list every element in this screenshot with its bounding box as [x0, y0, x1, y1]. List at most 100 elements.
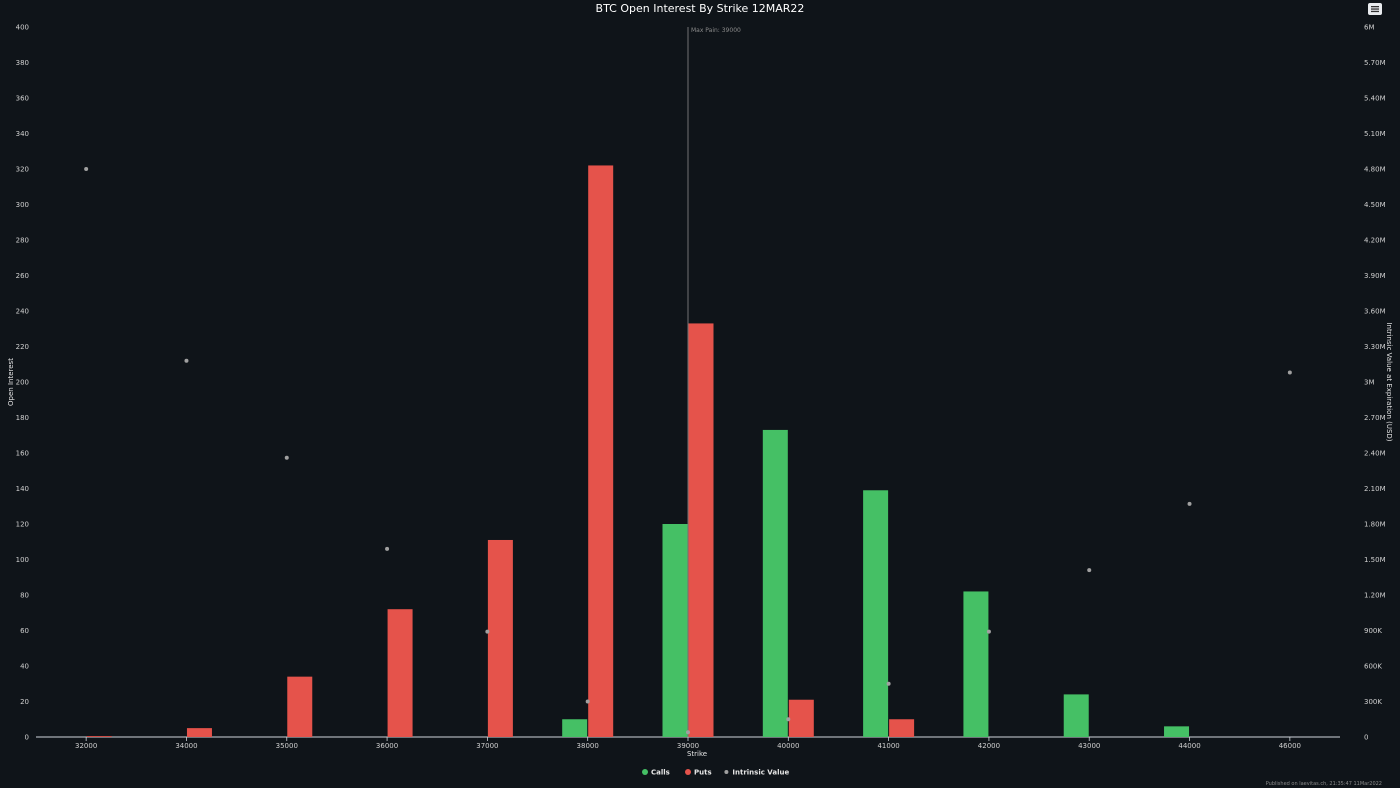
calls-bar[interactable]	[662, 524, 688, 737]
chart-title: BTC Open Interest By Strike 12MAR22	[596, 2, 805, 15]
y2-tick-label: 5.40M	[1364, 95, 1386, 103]
y2-tick-label: 2.70M	[1364, 414, 1386, 422]
y2-tick-label: 2.40M	[1364, 450, 1386, 458]
intrinsic-value-point[interactable]	[184, 358, 189, 363]
hamburger-menu-icon[interactable]	[1371, 6, 1379, 13]
y-tick-label: 20	[20, 698, 29, 706]
intrinsic-value-point[interactable]	[84, 167, 89, 171]
bars-group	[86, 165, 1190, 737]
legend-label[interactable]: Intrinsic Value	[732, 769, 789, 777]
max-pain-label: Max Pain: 39000	[691, 27, 741, 34]
calls-bar[interactable]	[562, 719, 588, 737]
intrinsic-value-point[interactable]	[385, 546, 390, 551]
intrinsic-value-point[interactable]	[786, 717, 791, 722]
legend: Calls Puts Intrinsic Value	[642, 769, 789, 777]
calls-bar[interactable]	[762, 429, 788, 737]
y-tick-label: 320	[16, 166, 29, 174]
legend-marker[interactable]	[685, 769, 691, 775]
x-tick-label: 44000	[1178, 742, 1200, 750]
y2-tick-label: 900K	[1364, 627, 1382, 635]
x-tick-label: 42000	[978, 742, 1000, 750]
x-axis-title: Strike	[687, 750, 707, 758]
y2-tick-label: 600K	[1364, 663, 1382, 671]
calls-bar[interactable]	[1164, 726, 1190, 737]
y-tick-label: 200	[16, 379, 29, 387]
y2-tick-label: 3M	[1364, 379, 1375, 387]
x-tick-label: 39000	[677, 742, 699, 750]
y2-tick-label: 0	[1364, 734, 1368, 742]
x-tick-label: 38000	[577, 742, 599, 750]
publish-credit: Published on laevitas.ch, 21:35:47 11Mar…	[1266, 781, 1382, 787]
puts-bar[interactable]	[186, 728, 212, 737]
intrinsic-value-point[interactable]	[886, 681, 891, 686]
y2-tick-label: 5.10M	[1364, 130, 1386, 138]
y2-tick-label: 1.20M	[1364, 592, 1386, 600]
intrinsic-value-point[interactable]	[1287, 370, 1292, 375]
x-tick-label: 46000	[1279, 742, 1301, 750]
intrinsic-value-point[interactable]	[485, 629, 490, 634]
y2-tick-label: 4.80M	[1364, 166, 1386, 174]
y2-tick-label: 3.60M	[1364, 308, 1386, 316]
calls-bar[interactable]	[963, 591, 989, 737]
y2-tick-label: 4.50M	[1364, 201, 1386, 209]
puts-bar[interactable]	[588, 165, 614, 737]
y-tick-label: 300	[16, 201, 29, 209]
y2-tick-label: 3.30M	[1364, 343, 1386, 351]
intrinsic-points-group	[84, 167, 1292, 735]
x-tick-label: 32000	[75, 742, 97, 750]
calls-bar[interactable]	[1063, 694, 1089, 737]
puts-bar[interactable]	[889, 719, 915, 737]
intrinsic-value-point[interactable]	[585, 699, 590, 704]
y-axis-title: Open Interest	[7, 358, 15, 406]
legend-label[interactable]: Calls	[651, 769, 670, 777]
puts-bar[interactable]	[788, 699, 814, 737]
x-tick-label: 34000	[175, 742, 197, 750]
x-tick-label: 37000	[476, 742, 498, 750]
puts-bar[interactable]	[688, 323, 714, 737]
y-tick-label: 140	[16, 485, 29, 493]
y-tick-label: 280	[16, 237, 29, 245]
y2-tick-label: 1.80M	[1364, 521, 1386, 529]
y2-axis-title: Intrinsic Value at Expiration (USD)	[1385, 322, 1393, 441]
calls-bar[interactable]	[863, 490, 889, 737]
x-tick-label: 41000	[877, 742, 899, 750]
legend-label[interactable]: Puts	[694, 769, 712, 777]
y2-tick-label: 2.10M	[1364, 485, 1386, 493]
y-tick-label: 120	[16, 521, 29, 529]
x-tick-label: 36000	[376, 742, 398, 750]
puts-bar[interactable]	[387, 609, 413, 737]
puts-bar[interactable]	[287, 676, 313, 737]
y-tick-label: 160	[16, 450, 29, 458]
y2-tick-label: 1.50M	[1364, 556, 1386, 564]
legend-marker[interactable]	[642, 769, 648, 775]
left-axis-ticks: 0 20 40 60 80 100 120 140 160 180 200 220 240 260 280 3…	[16, 24, 29, 742]
y2-tick-label: 5.70M	[1364, 59, 1386, 67]
y-tick-label: 340	[16, 130, 29, 138]
y-tick-label: 100	[16, 556, 29, 564]
y-tick-label: 380	[16, 59, 29, 67]
legend-marker[interactable]	[724, 770, 729, 774]
y-tick-label: 180	[16, 414, 29, 422]
intrinsic-value-point[interactable]	[1087, 568, 1092, 573]
intrinsic-value-point[interactable]	[1187, 501, 1192, 506]
y-tick-label: 360	[16, 95, 29, 103]
right-axis-ticks: 0 300K 600K 900K 1.20M 1.50M 1.80M 2.10M 2.40M 2.…	[1364, 24, 1386, 742]
y2-tick-label: 3.90M	[1364, 272, 1386, 280]
x-tick-label: 43000	[1078, 742, 1100, 750]
y-tick-label: 400	[16, 24, 29, 32]
intrinsic-value-point[interactable]	[284, 455, 289, 460]
y2-tick-label: 6M	[1364, 24, 1375, 32]
intrinsic-value-point[interactable]	[986, 629, 991, 634]
chart-menu-button[interactable]	[1368, 3, 1382, 15]
puts-bar[interactable]	[487, 539, 513, 737]
y-tick-label: 220	[16, 343, 29, 351]
y-tick-label: 260	[16, 272, 29, 280]
intrinsic-value-point[interactable]	[686, 730, 690, 735]
y-tick-label: 40	[20, 663, 29, 671]
y2-tick-label: 300K	[1364, 698, 1382, 706]
y-tick-label: 0	[25, 734, 29, 742]
x-axis-ticks: 32000 34000 35000 36000 37000 38000 39000 40000…	[75, 737, 1301, 750]
puts-bar[interactable]	[86, 736, 112, 737]
